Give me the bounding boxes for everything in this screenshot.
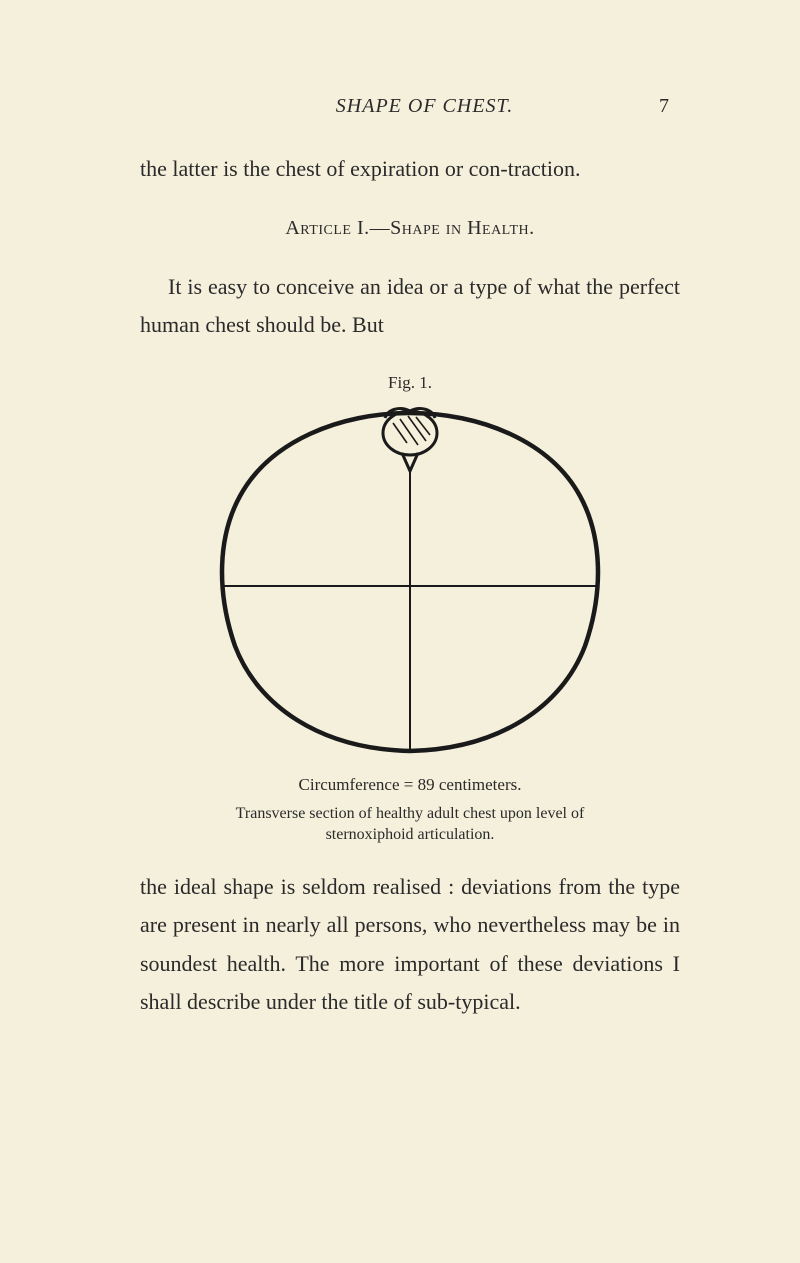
article-heading: Article I.—Shape in Health. [140,217,680,240]
page-number: 7 [659,95,670,118]
paragraph-3: the ideal shape is seldom realised : dev… [140,868,680,1022]
chest-cross-section-diagram [210,401,610,761]
figure-label: Fig. 1. [140,373,680,393]
paragraph-2: It is easy to conceive an idea or a type… [140,268,680,345]
article-heading-text: Shape in Health. [390,217,535,239]
article-heading-prefix: Article I.— [285,217,390,239]
running-header: SHAPE OF CHEST. 7 [140,95,680,118]
figure-container [140,401,680,761]
paragraph-1: the latter is the chest of expiration or… [140,150,680,189]
figure-subcaption-line2: sternoxiphoid articulation. [326,826,495,843]
figure-subcaption: Transverse section of healthy adult ches… [140,803,680,846]
running-title: SHAPE OF CHEST. [150,95,659,118]
figure-caption: Circumference = 89 centimeters. [140,775,680,795]
figure-subcaption-line1: Transverse section of healthy adult ches… [236,805,585,822]
